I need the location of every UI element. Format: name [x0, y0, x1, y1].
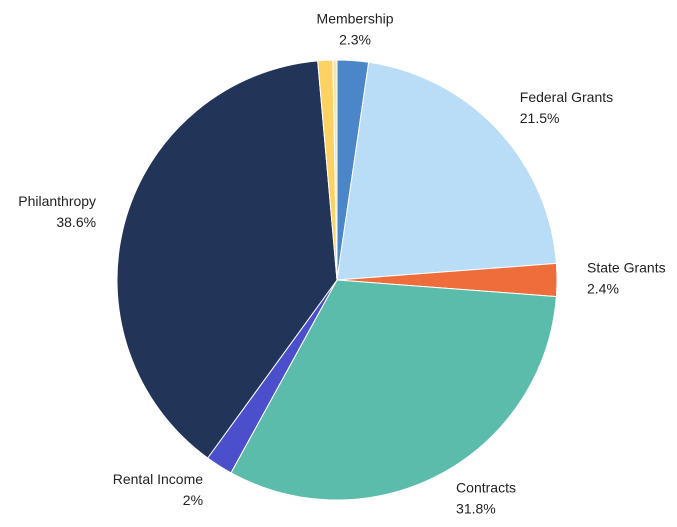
- slice-label: Membership: [317, 10, 394, 26]
- slice-value-label: 21.5%: [520, 110, 560, 126]
- slice-value-label: 38.6%: [56, 214, 96, 230]
- pie-slice: [116, 60, 338, 459]
- slice-label: Contracts: [456, 480, 516, 496]
- slice-value-label: 31.8%: [456, 501, 496, 517]
- slice-label: State Grants: [587, 260, 666, 276]
- pie-slice: [332, 59, 338, 281]
- pie-slice: [336, 61, 557, 281]
- slice-value-label: 2%: [183, 492, 203, 508]
- slice-value-label: 2.3%: [339, 31, 371, 47]
- slice-label: Rental Income: [113, 471, 203, 487]
- slice-label: Philanthropy: [18, 193, 96, 209]
- slice-label: Federal Grants: [520, 89, 613, 105]
- pie-slice: [230, 279, 557, 501]
- slice-value-label: 2.4%: [587, 281, 619, 297]
